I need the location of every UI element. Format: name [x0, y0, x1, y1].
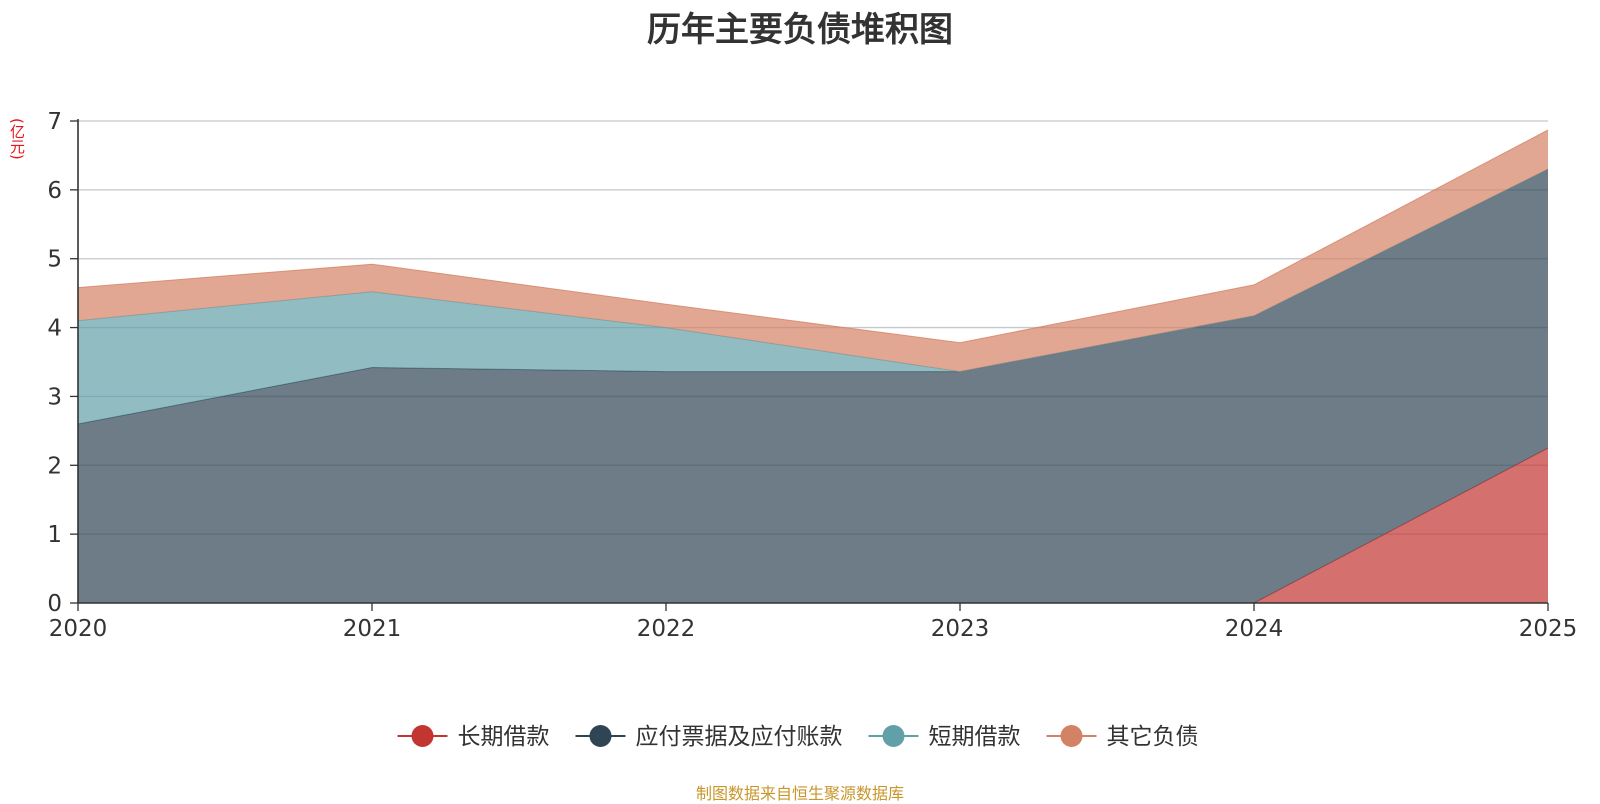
legend[interactable]: 长期借款 应付票据及应付账款 短期借款 其它负债	[397, 724, 1199, 750]
y-tick-label: 1	[47, 522, 62, 548]
legend-marker	[589, 725, 612, 747]
y-tick-label: 6	[47, 178, 62, 204]
legend-marker	[411, 725, 434, 747]
series-line	[77, 129, 1549, 344]
area-series	[78, 169, 1548, 424]
data-source-note: 制图数据来自恒生聚源数据库	[695, 784, 904, 803]
x-tick-label: 2021	[343, 616, 402, 642]
y-axis-unit-label: (亿元)	[8, 118, 26, 160]
x-tick-label: 2023	[931, 616, 990, 642]
y-tick-label: 3	[47, 384, 62, 410]
legend-label: 应付票据及应付账款	[636, 724, 843, 750]
legend-marker	[882, 725, 905, 747]
area-series	[78, 448, 1548, 603]
axis-layer: 0 1 2 3 4 5 6 7 2020 2021 2022 2023 2024 2025	[47, 109, 1577, 642]
x-tick-label: 2024	[1225, 616, 1284, 642]
x-tick-label: 2022	[637, 616, 696, 642]
y-tick-label: 5	[47, 247, 62, 273]
y-tick-label: 4	[47, 316, 62, 342]
legend-label: 短期借款	[929, 724, 1021, 750]
y-tick-label: 0	[47, 591, 62, 617]
x-tick-label: 2020	[49, 616, 108, 642]
area-series	[78, 169, 1548, 603]
legend-label: 长期借款	[458, 724, 550, 750]
area-series	[78, 130, 1548, 372]
legend-label: 其它负债	[1107, 724, 1199, 750]
legend-marker	[1060, 725, 1083, 747]
y-tick-label: 7	[47, 109, 62, 135]
y-tick-label: 2	[47, 453, 62, 479]
x-tick-label: 2025	[1519, 616, 1578, 642]
chart-title: 历年主要负债堆积图	[647, 10, 953, 50]
area-layer	[77, 129, 1549, 604]
